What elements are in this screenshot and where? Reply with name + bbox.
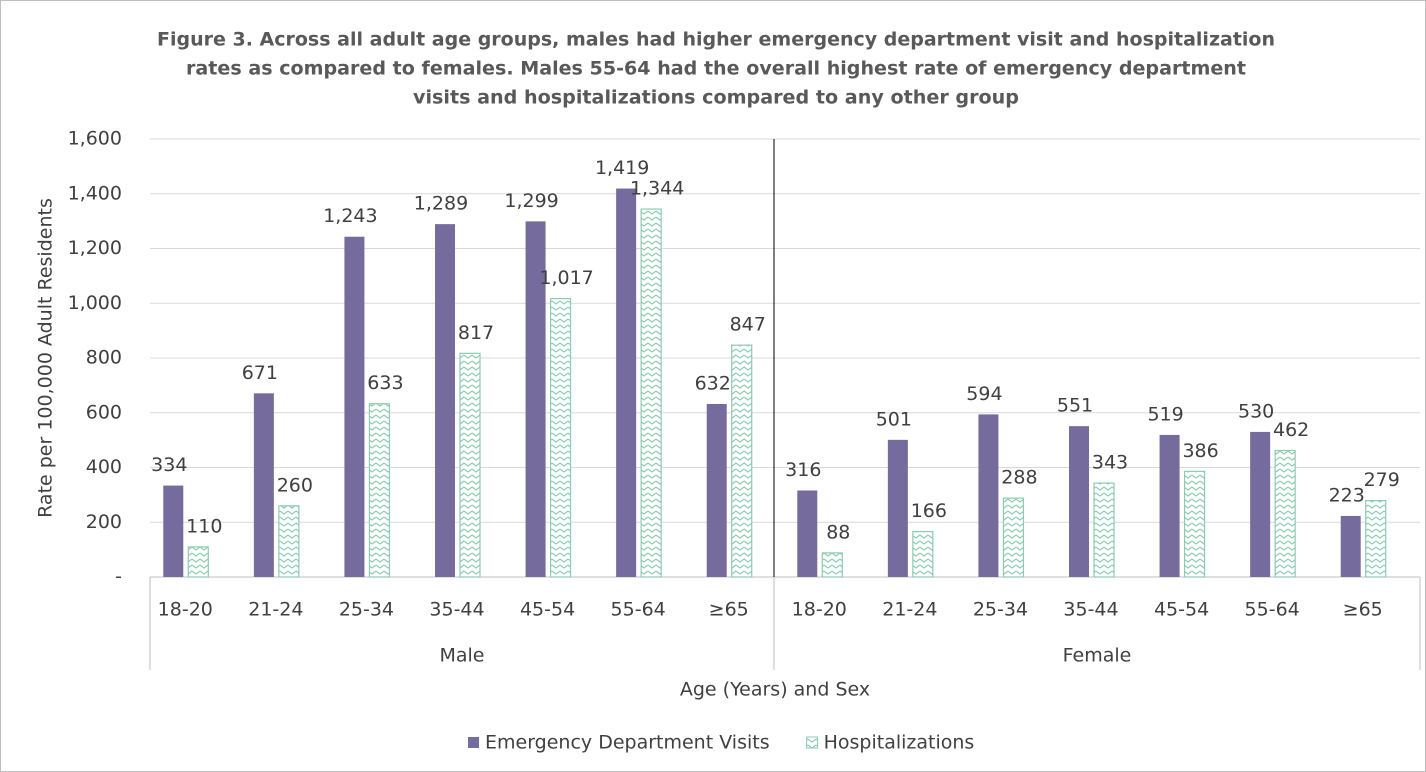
y-tick-label: 1,400 xyxy=(68,182,122,204)
bar xyxy=(1183,470,1206,578)
data-label: 260 xyxy=(277,474,313,496)
x-axis-title: Age (Years) and Sex xyxy=(680,679,870,701)
data-label: 594 xyxy=(966,383,1002,405)
bar xyxy=(1274,449,1296,578)
bar xyxy=(887,439,908,577)
group-label: Female xyxy=(1063,645,1132,667)
legend-label: Emergency Department Visits xyxy=(485,732,770,754)
bar xyxy=(912,530,934,578)
y-tick-label: 600 xyxy=(86,401,122,423)
bar xyxy=(1002,497,1025,578)
bar xyxy=(616,188,637,577)
data-label: 1,344 xyxy=(630,178,684,200)
bar xyxy=(821,552,843,578)
data-label: 110 xyxy=(186,515,222,537)
data-label: 1,299 xyxy=(504,190,558,212)
x-tick-label: ≥65 xyxy=(1343,599,1383,621)
bar xyxy=(1093,482,1115,578)
x-tick-label: 45-54 xyxy=(520,599,575,621)
x-tick-label: 18-20 xyxy=(792,599,847,621)
bar xyxy=(978,414,999,577)
data-label: 88 xyxy=(826,521,850,543)
y-tick-label: 400 xyxy=(86,456,122,478)
data-label: 1,419 xyxy=(595,157,649,179)
x-tick-label: 25-34 xyxy=(973,599,1028,621)
data-label: 1,243 xyxy=(323,205,377,227)
y-tick-label: 200 xyxy=(86,511,122,533)
legend-label: Hospitalizations xyxy=(824,732,975,754)
x-tick-label: 45-54 xyxy=(1154,599,1209,621)
bar xyxy=(640,208,662,578)
data-label: 462 xyxy=(1273,419,1309,441)
x-tick-label: 35-44 xyxy=(1063,599,1118,621)
bar xyxy=(459,352,481,578)
chart-title: Figure 3. Across all adult age groups, m… xyxy=(157,29,1275,51)
data-label: 288 xyxy=(1001,467,1037,489)
bar xyxy=(278,505,300,578)
bar xyxy=(1365,500,1387,578)
data-label: 671 xyxy=(242,362,278,384)
bar xyxy=(1159,434,1180,577)
legend-swatch xyxy=(806,736,819,749)
legend-swatch xyxy=(468,737,479,748)
bar xyxy=(435,224,455,578)
bar xyxy=(1250,431,1271,577)
x-tick-label: 18-20 xyxy=(158,599,213,621)
bar xyxy=(187,546,209,578)
bar xyxy=(253,393,274,577)
data-label: 530 xyxy=(1238,400,1274,422)
x-tick-label: 55-64 xyxy=(611,599,666,621)
data-label: 519 xyxy=(1147,403,1183,425)
x-tick-label: 21-24 xyxy=(882,599,937,621)
data-label: 847 xyxy=(730,314,766,336)
data-label: 1,289 xyxy=(414,193,468,215)
x-tick-label: ≥65 xyxy=(709,599,749,621)
data-label: 223 xyxy=(1329,484,1365,506)
data-label: 632 xyxy=(695,372,731,394)
bar xyxy=(368,403,391,578)
data-label: 817 xyxy=(458,322,494,344)
data-label: 501 xyxy=(876,408,912,430)
data-label: 166 xyxy=(911,500,947,522)
bar xyxy=(525,221,546,577)
y-tick-label: 1,600 xyxy=(68,128,122,150)
bar xyxy=(549,297,572,578)
y-tick-label: 1,200 xyxy=(68,237,122,259)
bar xyxy=(163,485,184,577)
data-label: 551 xyxy=(1057,395,1093,417)
data-label: 633 xyxy=(367,372,403,394)
y-axis-title: Rate per 100,000 Adult Residents xyxy=(35,198,57,518)
chart-title: rates as compared to females. Males 55-6… xyxy=(186,58,1246,80)
bar xyxy=(706,403,727,577)
group-label: Male xyxy=(439,645,484,667)
x-tick-label: 55-64 xyxy=(1245,599,1300,621)
y-tick-label: 800 xyxy=(86,347,122,369)
x-tick-label: 21-24 xyxy=(248,599,303,621)
data-label: 1,017 xyxy=(539,267,593,289)
data-label: 386 xyxy=(1182,440,1218,462)
data-label: 316 xyxy=(785,459,821,481)
bar xyxy=(731,344,753,578)
data-label: 334 xyxy=(151,454,187,476)
y-tick-label: 1,000 xyxy=(68,292,122,314)
x-tick-label: 35-44 xyxy=(429,599,484,621)
bar xyxy=(344,236,365,577)
bar xyxy=(1069,426,1089,577)
bar xyxy=(797,490,818,577)
data-label: 279 xyxy=(1364,469,1400,491)
y-tick-label: - xyxy=(115,566,122,588)
bar xyxy=(1340,515,1361,577)
chart-title: visits and hospitalizations compared to … xyxy=(413,87,1019,109)
x-tick-label: 25-34 xyxy=(339,599,394,621)
data-label: 343 xyxy=(1092,452,1128,474)
